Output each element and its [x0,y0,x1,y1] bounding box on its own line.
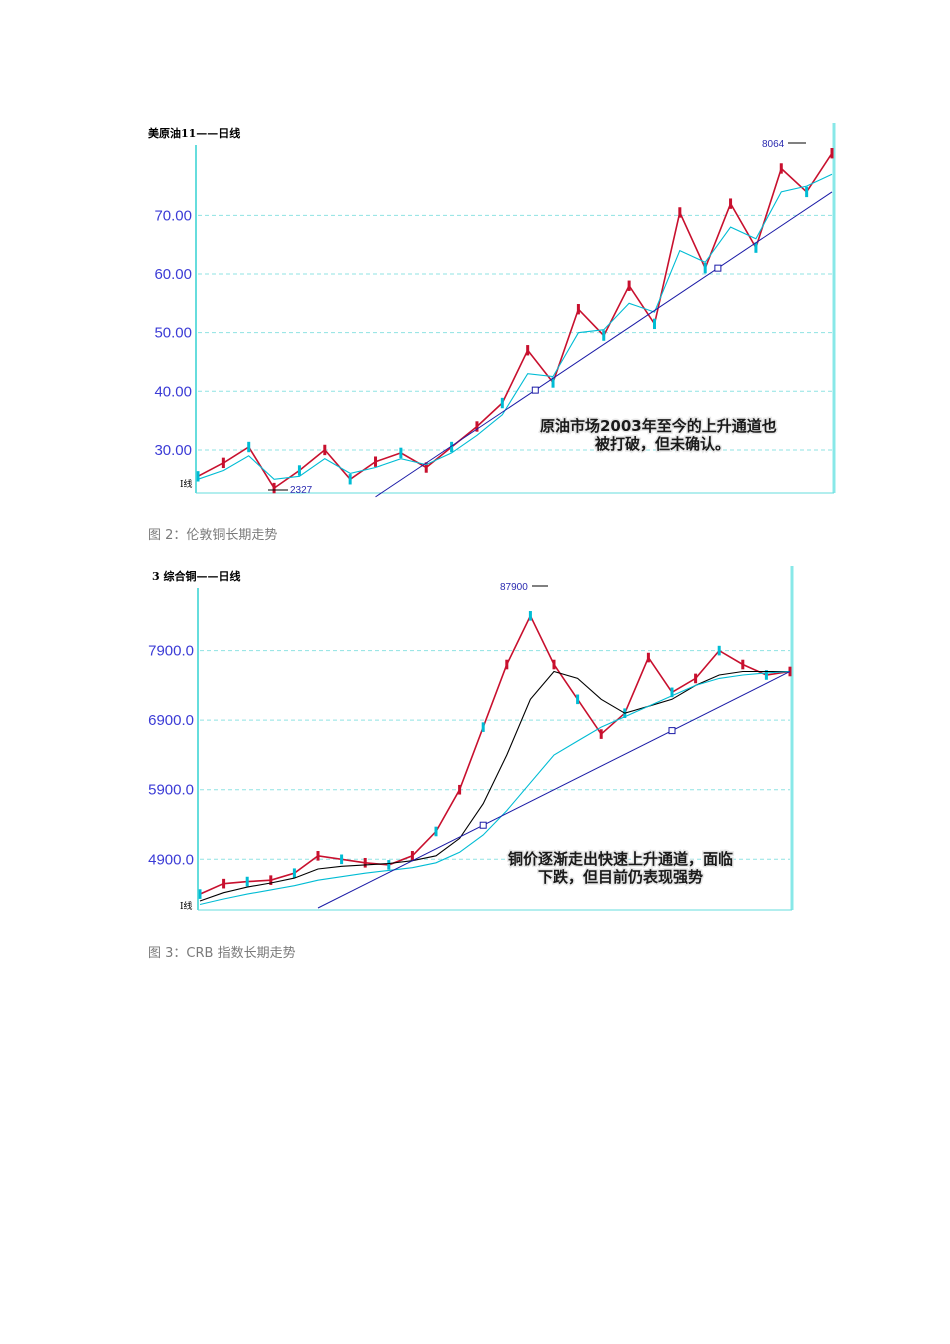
bottom-label: I线 [180,900,193,912]
price-candle [348,474,352,485]
copper-chart: 3 综合铜——日线 4900.0 5900.0 6900.0 7900.0 I线 87… [140,560,800,920]
price-candle [363,857,367,868]
price-candle [646,652,650,663]
price-candle [374,456,378,467]
price-candle [830,148,834,159]
price-candle [269,875,273,885]
price-candle [399,447,403,459]
price-candle [292,868,296,879]
peak-label: 87900 [500,582,528,593]
price-candle [272,482,276,494]
price-candle [500,397,504,409]
price-candle [602,330,606,341]
trend-line [317,671,791,909]
price-candle [764,670,768,680]
price-candle [424,462,428,473]
price-candle [222,878,226,889]
annotation-line-2: 被打破，但未确认。 [595,435,730,453]
price-candle [652,318,656,330]
price-candle [198,889,202,899]
trend-line-marker [531,386,539,394]
y-tick-label: 4900.0 [148,851,194,868]
price-candle [340,854,344,865]
price-candle [717,645,721,656]
crude-oil-chart-svg: 30.00 40.00 50.00 60.00 70.00 I线 8064 2327 原… [154,123,836,498]
price-candle [627,280,631,291]
price-candle [387,860,391,870]
y-tick-label: 50.00 [154,325,192,342]
crude-oil-chart: 美原油11——日线 30.00 40.00 50.00 60.00 70.00 I线 8… [140,115,840,500]
price-candle [551,377,555,388]
series-line-price [197,152,833,490]
peak-label: 8064 [762,139,785,150]
y-tick-label: 40.00 [154,383,192,400]
figure-3-caption: 图 3：CRB 指数长期走势 [148,946,296,961]
price-candle [323,444,327,456]
price-candle [678,207,682,218]
figure-2-caption: 图 2：伦敦铜长期走势 [148,528,278,543]
trend-line-marker [668,727,676,735]
price-candle [754,242,758,253]
price-candle [434,826,438,837]
copper-chart-svg: 4900.0 5900.0 6900.0 7900.0 I线 87900 铜价逐渐走出… [148,566,794,912]
price-candle [458,784,462,795]
price-candle [245,876,249,887]
price-candle [528,611,532,621]
trend-line-marker [714,264,722,272]
annotation-line-2: 下跌，但目前仍表现强势 [538,868,703,886]
price-candle [297,465,301,476]
price-candle [779,163,783,174]
y-tick-label: 30.00 [154,442,192,459]
price-candle [703,262,707,274]
price-candle [741,659,745,670]
price-candle [505,659,509,670]
price-candle [599,729,603,739]
price-candle [221,457,225,469]
price-candle [576,694,580,705]
y-tick-label: 6900.0 [148,712,194,729]
trend-line [375,191,833,498]
price-candle [526,345,530,356]
series-line-MA-base [199,670,791,906]
annotation-line-1: 原油市场2003年至今的上升通道也 [540,417,777,435]
price-candle [694,673,698,684]
y-tick-label: 5900.0 [148,782,194,799]
chart2-title: 3 综合铜——日线 [152,570,241,583]
annotation-line-1: 铜价逐渐走出快速上升通道，面临 [508,850,733,868]
low-label: 2327 [290,485,313,496]
price-candle [552,659,556,670]
price-candle [481,722,485,732]
price-candle [196,471,200,482]
price-candle [247,441,251,453]
y-tick-label: 70.00 [154,207,192,224]
price-candle [475,421,479,432]
price-candle [316,851,320,861]
price-candle [805,186,809,198]
price-candle [670,687,674,698]
y-tick-label: 60.00 [154,266,192,283]
series-line-price [199,613,791,895]
y-tick-label: 7900.0 [148,643,194,660]
price-candle [729,198,733,209]
trend-line-marker [479,821,487,829]
price-candle [410,851,414,861]
chart1-title: 美原油11——日线 [148,127,241,140]
price-candle [576,304,580,315]
price-candle [450,441,454,453]
series-line-MA-fast [197,173,833,480]
bottom-label: I线 [180,478,193,490]
